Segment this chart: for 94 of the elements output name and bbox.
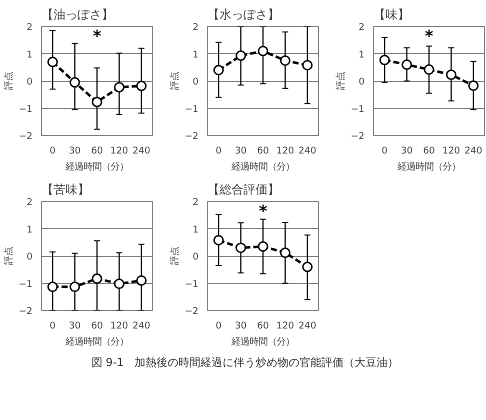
y-tick-label: 0 (192, 76, 199, 88)
point (302, 60, 313, 70)
x-tick-label: 30 (68, 146, 81, 156)
y-tick-label: −2 (350, 131, 365, 142)
x-tick-label: 0 (50, 320, 56, 332)
y-axis-title: 評点 (170, 72, 181, 90)
y-axis-title: 評点 (4, 72, 15, 90)
y-tick-label: 2 (192, 197, 199, 208)
y-tick-label: 2 (26, 22, 33, 33)
point (136, 80, 147, 92)
y-tick-label: −2 (18, 306, 33, 317)
point (379, 54, 390, 66)
point (114, 278, 124, 290)
x-tick-label: 240 (464, 146, 482, 156)
y-tick-label: −1 (350, 104, 365, 115)
caption: 図 9-1 加熱後の時間経過に伴う炒め物の官能評価（大豆油） (91, 355, 399, 371)
x-tick-label: 0 (216, 320, 222, 332)
chart-title: 【苦味】 (42, 182, 90, 196)
x-tick-label: 60 (257, 320, 269, 332)
point (47, 282, 58, 292)
x-tick-label: 240 (132, 320, 150, 332)
chart-title: 【味】 (374, 8, 410, 22)
x-axis-title: 経過時間（分） (230, 336, 294, 348)
x-tick-label: 120 (110, 320, 128, 332)
x-tick-label: 30 (400, 146, 413, 156)
chart-title: 【水っぽさ】 (208, 8, 280, 22)
point (70, 77, 80, 88)
x-tick-label: 120 (276, 320, 294, 332)
y-tick-label: −1 (184, 104, 199, 115)
y-axis-title: 評点 (336, 72, 347, 90)
chart-title: 【油っぽさ】 (42, 8, 114, 22)
point (213, 234, 224, 246)
y-tick-label: 1 (26, 224, 33, 236)
point (92, 96, 102, 108)
y-tick-label: 0 (26, 76, 33, 88)
point (258, 46, 268, 56)
x-tick-label: 30 (234, 320, 247, 332)
point (236, 242, 246, 254)
point (468, 80, 479, 91)
point (280, 55, 290, 66)
x-tick-label: 0 (382, 146, 388, 156)
y-tick-label: 0 (358, 76, 365, 88)
x-tick-label: 0 (216, 146, 222, 156)
y-tick-label: 1 (358, 49, 365, 60)
y-tick-label: 1 (26, 49, 33, 60)
y-tick-label: 1 (192, 49, 199, 60)
x-tick-label: 0 (50, 146, 56, 156)
x-tick-label: 240 (298, 146, 316, 156)
x-tick-label: 30 (68, 320, 81, 332)
annotation: * (258, 202, 268, 220)
point (302, 262, 313, 272)
point (136, 275, 147, 286)
x-axis-title: 経過時間（分） (64, 336, 128, 348)
point (446, 69, 456, 80)
point (213, 64, 224, 76)
x-tick-label: 60 (91, 146, 103, 156)
y-tick-label: −1 (18, 278, 33, 290)
point (92, 273, 102, 284)
x-tick-label: 60 (91, 320, 103, 332)
x-tick-label: 120 (442, 146, 460, 156)
y-tick-label: −1 (184, 278, 199, 290)
y-tick-label: −2 (184, 131, 199, 142)
x-tick-label: 240 (298, 320, 316, 332)
y-tick-label: 0 (192, 252, 199, 262)
x-tick-label: 60 (423, 146, 435, 156)
annotation: * (92, 26, 102, 46)
point (114, 82, 124, 93)
point (70, 282, 80, 292)
y-axis-title: 評点 (4, 247, 15, 265)
y-tick-label: 2 (192, 22, 199, 33)
y-tick-label: −1 (18, 104, 33, 115)
x-tick-label: 240 (132, 146, 150, 156)
y-tick-label: −2 (18, 131, 33, 142)
chart-title: 【総合評価】 (208, 182, 280, 196)
x-axis-title: 経過時間（分） (230, 162, 294, 172)
x-tick-label: 60 (257, 146, 269, 156)
x-tick-label: 120 (276, 146, 294, 156)
x-axis-title: 経過時間（分） (396, 162, 460, 172)
point (47, 56, 58, 68)
y-tick-label: 2 (358, 22, 365, 33)
x-axis-title: 経過時間（分） (64, 162, 128, 172)
point (280, 247, 290, 258)
y-tick-label: 0 (26, 252, 33, 262)
y-tick-label: −2 (184, 306, 199, 317)
x-tick-label: 30 (234, 146, 247, 156)
point (402, 59, 412, 70)
point (424, 64, 434, 75)
y-tick-label: 2 (26, 197, 33, 208)
y-axis-title: 評点 (170, 247, 181, 265)
point (236, 50, 246, 61)
annotation: * (424, 26, 434, 46)
x-tick-label: 120 (110, 146, 128, 156)
y-tick-label: 1 (192, 224, 199, 236)
point (258, 241, 268, 252)
